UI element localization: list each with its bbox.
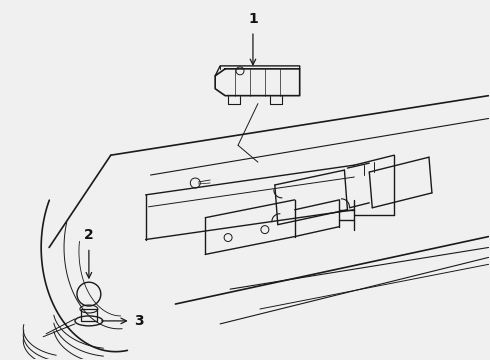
Text: 1: 1 [248,12,258,26]
Text: 3: 3 [134,314,144,328]
Text: 2: 2 [84,228,94,242]
